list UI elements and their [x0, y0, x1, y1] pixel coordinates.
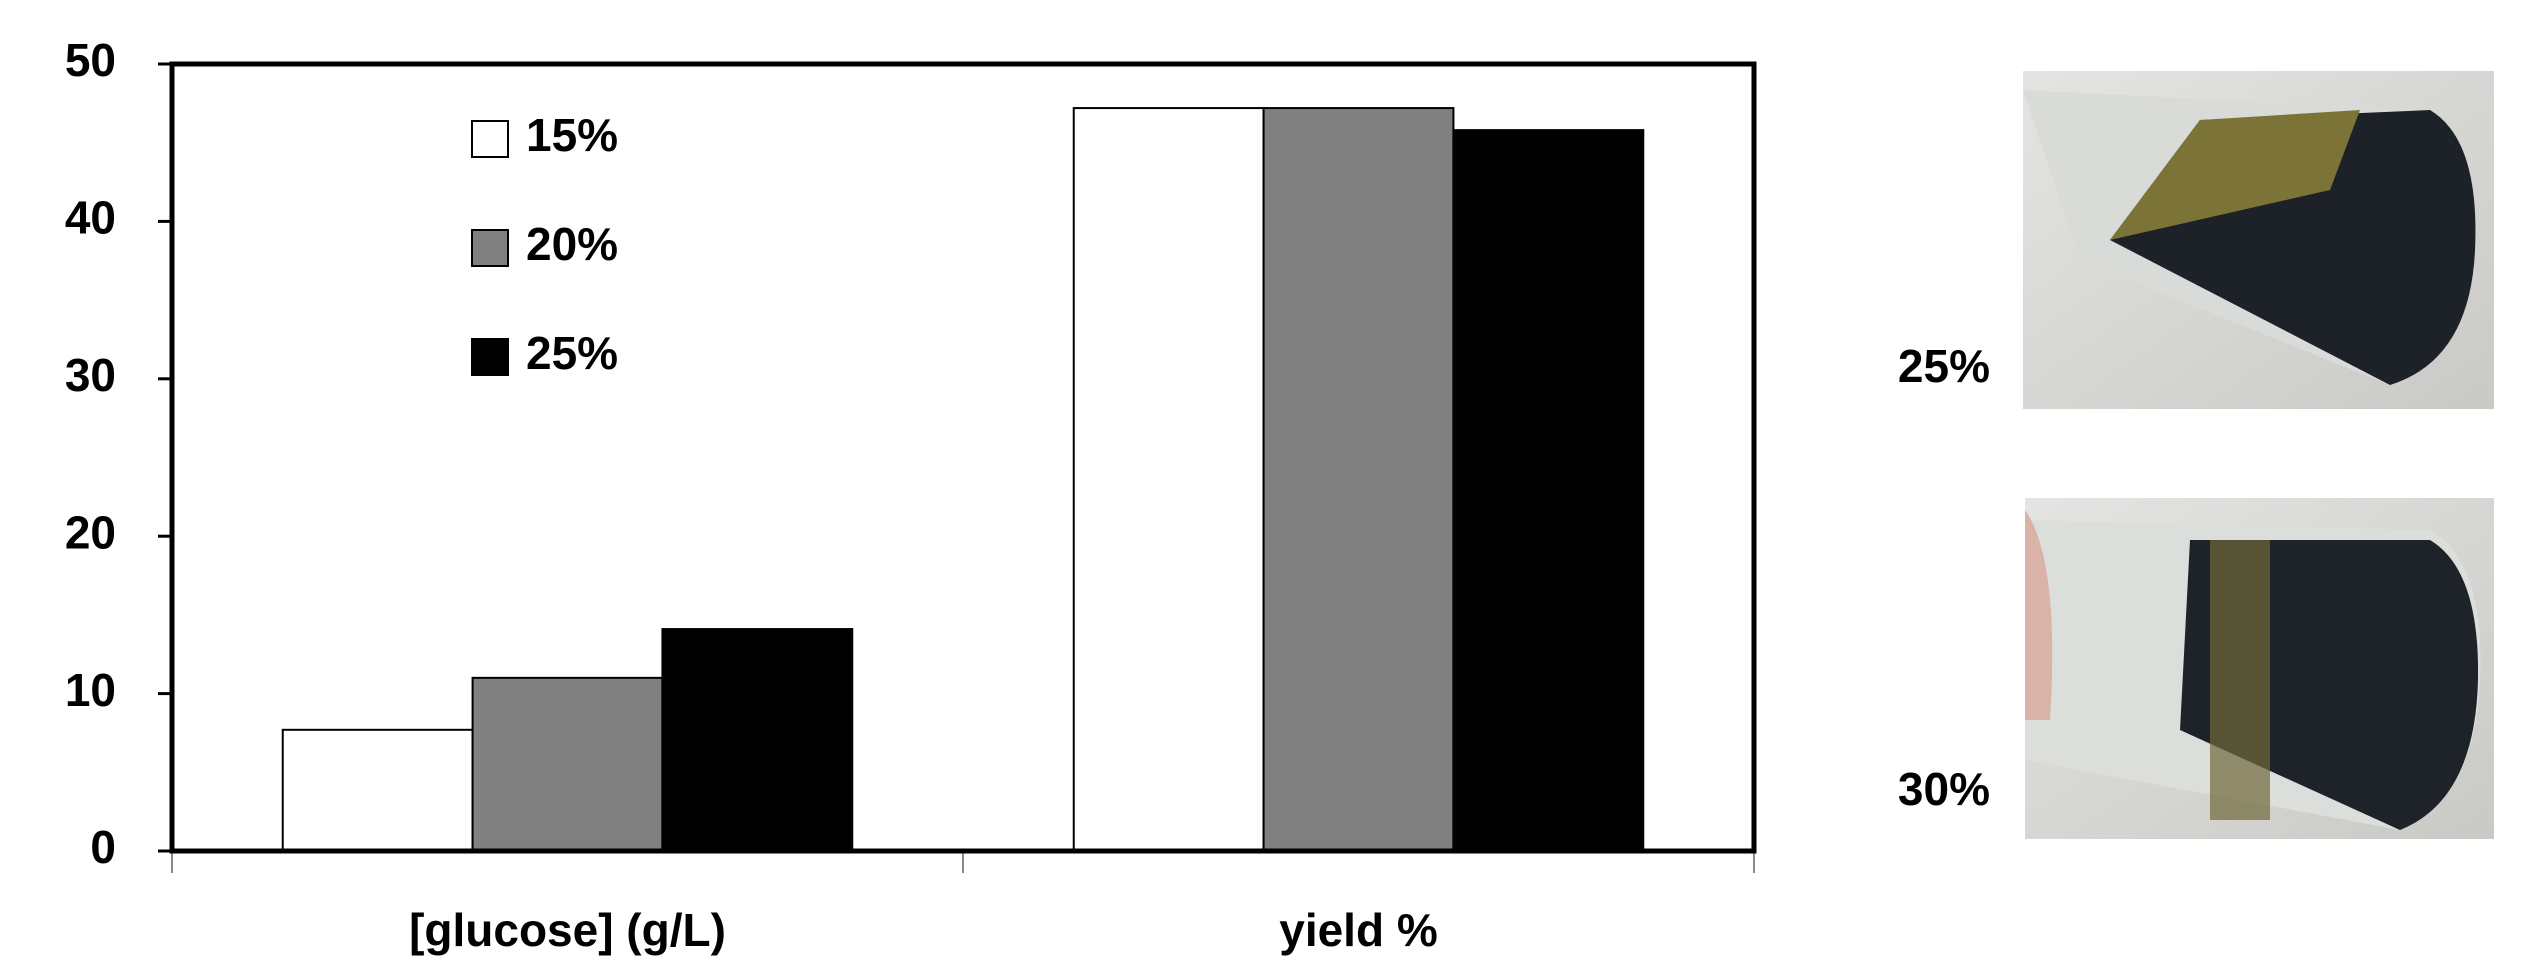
legend-label: 15%: [526, 109, 618, 161]
y-tick-label: 50: [65, 34, 116, 86]
legend-swatch: [472, 121, 508, 157]
photo-label: 30%: [1898, 763, 1990, 815]
photo: [2023, 71, 2494, 409]
x-tick-label: [glucose] (g/L): [409, 904, 726, 956]
y-tick-label: 30: [65, 349, 116, 401]
legend-swatch: [472, 339, 508, 375]
legend-label: 25%: [526, 327, 618, 379]
y-tick-label: 0: [90, 821, 116, 873]
bar: [1453, 130, 1643, 851]
photo: [2025, 498, 2494, 839]
photo-label: 25%: [1898, 340, 1990, 392]
y-tick-label: 40: [65, 192, 116, 244]
bar: [473, 678, 663, 851]
bar: [1264, 108, 1454, 851]
y-tick-label: 20: [65, 506, 116, 558]
page: {"chart_data": {"type": "bar", "categori…: [0, 0, 2526, 964]
x-tick-label: yield %: [1279, 904, 1438, 956]
figure: 25% 30% 0 10 20 30 40 50 [glucose] (g/L) yield …: [0, 0, 2526, 964]
legend-label: 20%: [526, 218, 618, 270]
bar: [662, 629, 852, 851]
bar: [1074, 108, 1264, 851]
y-tick-label: 10: [65, 664, 116, 716]
legend-swatch: [472, 230, 508, 266]
bar: [283, 730, 473, 851]
